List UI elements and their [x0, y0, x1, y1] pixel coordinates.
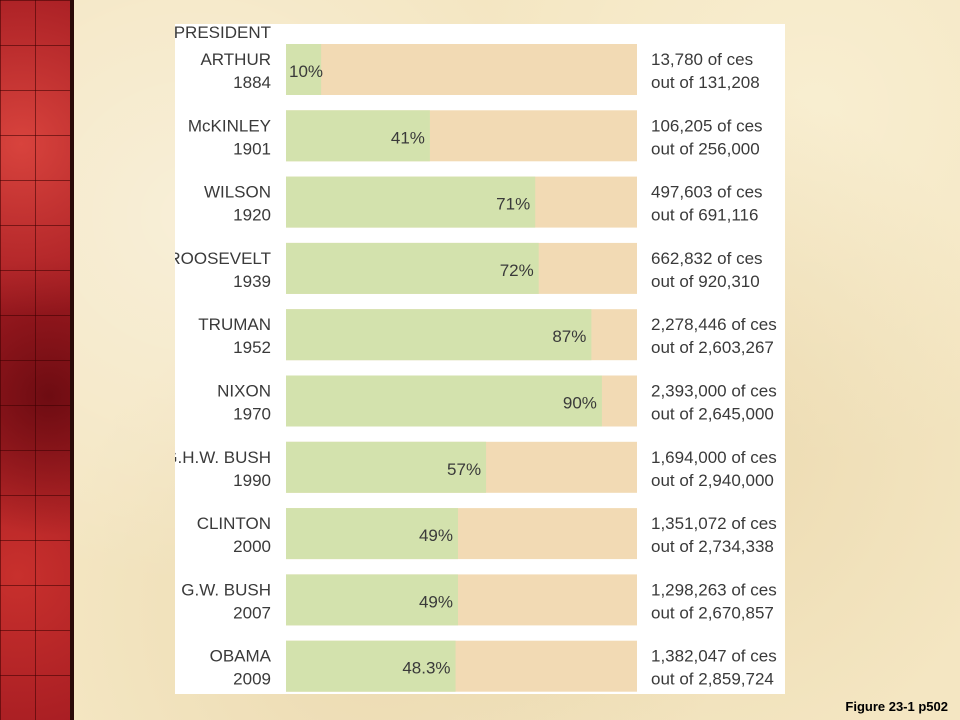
- bar-remaining: [286, 44, 637, 95]
- president-year: 2009: [233, 670, 271, 689]
- chart: PRESIDENT ARTHUR 1884 10% 13,780 of ces out o…: [175, 24, 777, 692]
- annotation-line-1: 1,694,000 of ces: [651, 448, 777, 467]
- president-year: 1939: [233, 272, 271, 291]
- value-label: 41%: [391, 128, 425, 147]
- value-label: 57%: [447, 460, 481, 479]
- president-year: 2000: [233, 537, 271, 556]
- annotation-line-1: 662,832 of ces: [651, 249, 763, 268]
- value-label: 71%: [496, 195, 530, 214]
- annotation-line-2: out of 691,116: [651, 206, 758, 225]
- bar-filled: [286, 375, 602, 427]
- president-year: 1884: [233, 73, 271, 92]
- bar-filled: [286, 640, 456, 692]
- president-name: G.H.W. BUSH: [175, 448, 271, 467]
- bar-filled: [286, 242, 539, 294]
- annotation-line-1: 2,393,000 of ces: [651, 382, 777, 401]
- value-label: 49%: [419, 592, 453, 611]
- annotation-line-2: out of 2,603,267: [651, 338, 774, 357]
- president-name: CLINTON: [197, 514, 271, 533]
- annotation-line-2: out of 131,208: [651, 73, 760, 92]
- value-label: 72%: [500, 261, 534, 280]
- annotation-line-2: out of 2,645,000: [651, 405, 774, 424]
- chart-panel: PRESIDENT ARTHUR 1884 10% 13,780 of ces out o…: [175, 24, 785, 694]
- bar-filled: [286, 574, 458, 626]
- header-label: PRESIDENT: [175, 24, 271, 42]
- bar-filled: [286, 309, 592, 361]
- value-label: 48.3%: [402, 659, 450, 678]
- decorative-side-bar: [0, 0, 70, 720]
- bar-filled: [286, 508, 458, 560]
- president-name: WILSON: [204, 183, 271, 202]
- value-label: 10%: [289, 62, 323, 81]
- president-year: 1920: [233, 206, 271, 225]
- bar-filled: [286, 44, 322, 95]
- president-year: 1952: [233, 338, 271, 357]
- president-name: ROOSEVELT: [175, 249, 271, 268]
- president-name: NIXON: [217, 382, 271, 401]
- annotation-line-1: 497,603 of ces: [651, 183, 763, 202]
- value-label: 87%: [552, 327, 586, 346]
- president-year: 1990: [233, 471, 271, 490]
- annotation-line-1: 13,780 of ces: [651, 50, 753, 69]
- president-name: OBAMA: [210, 647, 272, 666]
- bar-filled: [286, 176, 536, 228]
- bar-filled: [286, 110, 430, 162]
- president-year: 2007: [233, 603, 271, 622]
- value-label: 90%: [563, 394, 597, 413]
- annotation-line-2: out of 256,000: [651, 139, 760, 158]
- annotation-line-1: 2,278,446 of ces: [651, 315, 777, 334]
- annotation-line-2: out of 2,940,000: [651, 471, 774, 490]
- value-label: 49%: [419, 526, 453, 545]
- president-name: TRUMAN: [198, 315, 271, 334]
- annotation-line-2: out of 920,310: [651, 272, 760, 291]
- president-year: 1901: [233, 139, 271, 158]
- president-year: 1970: [233, 405, 271, 424]
- president-name: ARTHUR: [200, 50, 271, 69]
- annotation-line-2: out of 2,859,724: [651, 670, 774, 689]
- annotation-line-1: 1,351,072 of ces: [651, 514, 777, 533]
- figure-caption: Figure 23-1 p502: [845, 699, 948, 714]
- bar-filled: [286, 441, 487, 493]
- annotation-line-2: out of 2,670,857: [651, 603, 774, 622]
- annotation-line-1: 106,205 of ces: [651, 116, 763, 135]
- annotation-line-1: 1,298,263 of ces: [651, 580, 777, 599]
- side-bar-edge: [70, 0, 74, 720]
- president-name: McKINLEY: [188, 116, 271, 135]
- annotation-line-2: out of 2,734,338: [651, 537, 774, 556]
- president-name: G.W. BUSH: [181, 580, 271, 599]
- annotation-line-1: 1,382,047 of ces: [651, 647, 777, 666]
